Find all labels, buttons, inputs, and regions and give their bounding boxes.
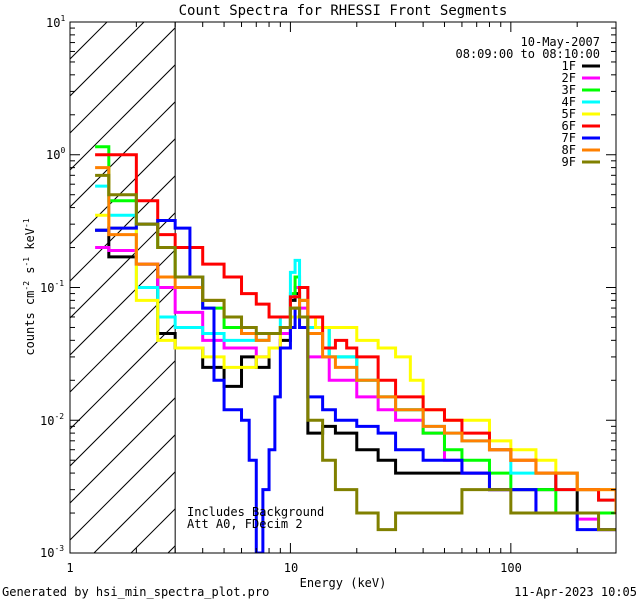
- chart-title: Count Spectra for RHESSI Front Segments: [179, 3, 508, 19]
- legend-label-2f: 2F: [562, 71, 576, 85]
- y-tick-label-1e-1: 10-1: [40, 279, 64, 295]
- hatch-line: [70, 27, 176, 134]
- hatch-line: [70, 286, 176, 393]
- x-axis-label: Energy (keV): [300, 576, 387, 590]
- hatch-line: [70, 360, 176, 467]
- date-label: 10-May-2007: [521, 35, 600, 49]
- legend-label-3f: 3F: [562, 83, 576, 97]
- series-layer: [95, 145, 616, 553]
- axis-ticks: [69, 21, 617, 554]
- x-tick-label-100: 100: [500, 561, 522, 575]
- series-line-9f: [95, 173, 616, 532]
- legend-label-4f: 4F: [562, 95, 576, 109]
- legend-label-8f: 8F: [562, 143, 576, 157]
- note-attenuator: Att A0, FDecim 2: [187, 517, 303, 531]
- x-tick-label-10: 10: [284, 561, 298, 575]
- note-background: Includes Background: [187, 505, 324, 519]
- y-axis-label: counts cm-2 s-1 keV-1: [22, 218, 37, 355]
- y-tick-label-1e-3: 10-3: [40, 544, 64, 560]
- legend-label-6f: 6F: [562, 119, 576, 133]
- x-tick-label-1: 1: [66, 561, 73, 575]
- legend-label-5f: 5F: [562, 107, 576, 121]
- hatch-line: [70, 64, 176, 171]
- footer-timestamp: 11-Apr-2023 10:05: [514, 585, 637, 599]
- y-tick-label-1e-2: 10-2: [40, 412, 64, 428]
- legend-label-1f: 1F: [562, 59, 576, 73]
- y-tick-label-1e1: 101: [46, 14, 65, 30]
- series-line-5f: [95, 213, 616, 515]
- hatch-line: [70, 397, 176, 504]
- legend-label-7f: 7F: [562, 131, 576, 145]
- legend-label-9f: 9F: [562, 155, 576, 169]
- y-tick-labels: 10-3 10-2 10-1 100 101: [40, 14, 65, 560]
- hatch-line: [70, 434, 176, 541]
- footer-generated-by: Generated by hsi_min_spectra_plot.pro: [2, 585, 269, 599]
- y-tick-label-1e0: 100: [46, 146, 65, 162]
- time-range-label: 08:09:00 to 08:10:00: [456, 47, 601, 61]
- hatch-line: [70, 101, 176, 208]
- x-tick-labels: 1 10 100: [66, 561, 521, 575]
- series-line-2f: [95, 246, 616, 532]
- hatch-line: [70, 212, 176, 319]
- series-line-3f: [95, 145, 616, 515]
